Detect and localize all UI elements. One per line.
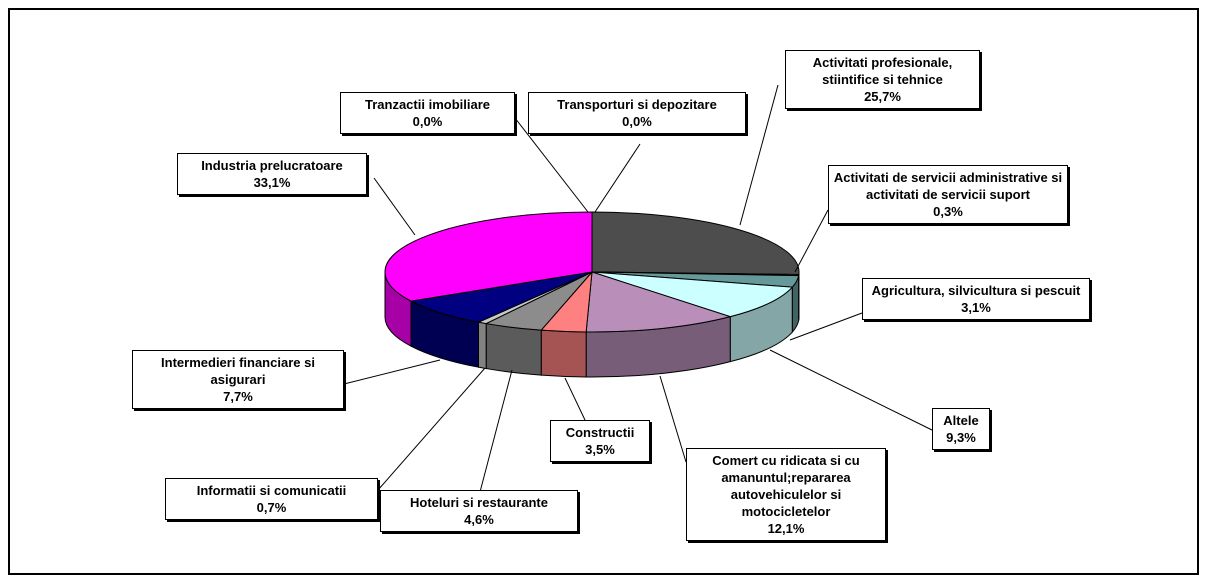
leader-line — [739, 84, 779, 226]
leader-line — [659, 375, 687, 463]
slice — [585, 271, 733, 333]
category-name: Informatii si comunicatii — [196, 483, 347, 498]
slice-side — [485, 322, 542, 376]
category-name: Comert cu ridicata si cu amanuntul;repar… — [712, 453, 860, 519]
value-label: 3,5% — [585, 442, 615, 457]
category-name: Agricultura, silvicultura si pescuit — [871, 283, 1081, 298]
value-label: 0,0% — [412, 114, 443, 129]
leader-line — [343, 359, 441, 385]
slice — [591, 271, 794, 318]
data-label: Activitati profesionale, stiintifice si … — [785, 50, 980, 109]
leader-line — [377, 367, 486, 491]
data-label: Hoteluri si restaurante 4,6% — [380, 490, 578, 532]
value-label: 12,1% — [767, 521, 805, 536]
leader-line — [373, 177, 416, 236]
value-label: 3,1% — [961, 300, 991, 315]
leader-line — [769, 349, 933, 431]
leader-line — [514, 117, 589, 213]
data-label: Intermedieri financiare si asigurari 7,7% — [132, 350, 344, 409]
value-label: 0,3% — [933, 204, 963, 219]
category-name: Altele — [943, 413, 979, 428]
slice — [384, 211, 593, 302]
value-label: 0,0% — [622, 114, 652, 129]
category-name: Tranzactii imobiliare — [365, 97, 490, 112]
slice — [409, 271, 593, 323]
value-label: 4,6% — [464, 512, 494, 527]
data-label: Tranzactii imobiliare 0,0% — [340, 92, 515, 134]
leader-line — [479, 369, 513, 493]
category-name: Hoteluri si restaurante — [410, 495, 548, 510]
category-name: Industria prelucratoare — [201, 158, 343, 173]
chart-frame — [8, 8, 1199, 575]
data-label: Comert cu ridicata si cu amanuntul;repar… — [686, 448, 886, 541]
slice — [591, 211, 800, 276]
data-label: Constructii 3,5% — [550, 420, 650, 462]
category-name: Intermedieri financiare si asigurari — [161, 355, 315, 387]
slice-side — [477, 321, 487, 370]
leader-line — [789, 312, 863, 341]
data-label: Altele 9,3% — [932, 408, 990, 450]
data-label: Agricultura, silvicultura si pescuit 3,1% — [862, 278, 1090, 320]
data-label: Industria prelucratoare 33,1% — [177, 153, 367, 195]
value-label: 7,7% — [223, 389, 253, 404]
value-label: 9,3% — [946, 430, 976, 445]
data-label: Transporturi si depozitare 0,0% — [528, 92, 746, 134]
category-name: Activitati de servicii administrative si… — [833, 170, 1063, 202]
leader-line — [594, 143, 641, 213]
category-name: Constructii — [565, 425, 635, 440]
data-label: Informatii si comunicatii 0,7% — [165, 478, 378, 520]
data-label: Activitati de servicii administrative si… — [828, 165, 1068, 224]
slice-side — [540, 329, 587, 378]
leader-line — [794, 209, 829, 273]
value-label: 0,7% — [256, 500, 287, 515]
leader-line — [564, 377, 586, 421]
value-label: 25,7% — [864, 89, 901, 104]
category-name: Transporturi si depozitare — [557, 97, 717, 112]
value-label: 33,1% — [253, 175, 291, 190]
category-name: Activitati profesionale, stiintifice si … — [812, 55, 953, 87]
